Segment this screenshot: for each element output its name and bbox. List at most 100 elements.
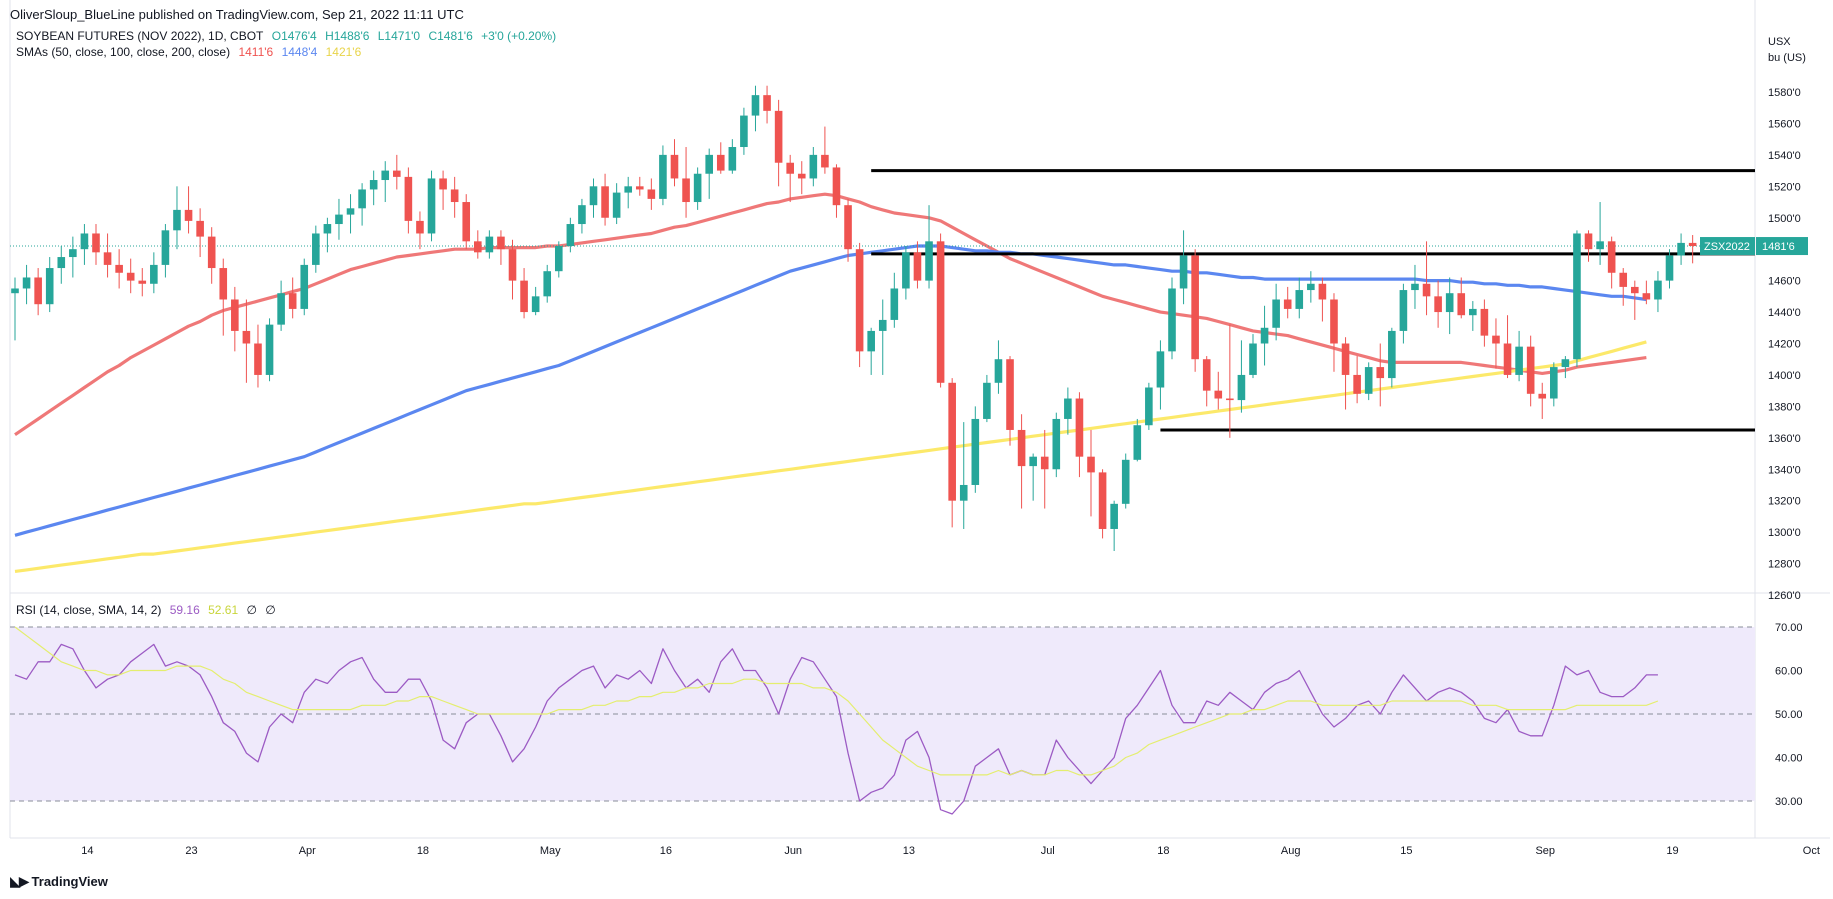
candle-body (554, 246, 563, 272)
time-tick-label: Apr (299, 845, 316, 857)
candle-body (439, 178, 447, 190)
candle-body (1434, 296, 1442, 313)
candle-body (1156, 351, 1165, 388)
candle-body (346, 208, 355, 215)
price-tick-label: 1540'0 (1768, 150, 1801, 162)
candle-body (809, 154, 818, 179)
rsi-tick-label: 30.00 (1775, 796, 1803, 808)
candle-body (1584, 233, 1593, 250)
candle-body (1168, 288, 1176, 352)
candle-body (404, 176, 413, 221)
candle-body (832, 167, 841, 206)
time-tick-label: 15 (1400, 845, 1412, 857)
price-tick-label: 1560'0 (1768, 118, 1801, 130)
time-tick-label: Oct (1803, 845, 1820, 857)
time-tick-label: Sep (1535, 845, 1555, 857)
candle-body (1538, 393, 1547, 399)
candle-body (1411, 283, 1419, 291)
price-tag-label: 1481'6 (1762, 241, 1795, 253)
tradingview-brand: TradingView (31, 874, 108, 889)
rsi-label: RSI (14, close, SMA, 14, 2) (16, 603, 162, 617)
candle-body (867, 330, 875, 352)
candle-body (670, 154, 679, 179)
candle-body (22, 277, 31, 289)
time-tick-label: 13 (903, 845, 915, 857)
tradingview-logo[interactable]: ◣▶ TradingView (10, 873, 108, 890)
candle-body (11, 288, 19, 294)
candle-body (138, 280, 147, 284)
time-tick-label: Jun (784, 845, 802, 857)
candle-body (543, 271, 552, 297)
candle-body (693, 173, 702, 203)
price-tick-label: 1380'0 (1768, 401, 1801, 413)
price-tick-label: 1300'0 (1768, 527, 1801, 539)
candle-body (878, 319, 887, 331)
candle-body (994, 359, 1003, 383)
candle-body (1006, 359, 1014, 430)
candle-body (80, 233, 89, 250)
candle-body (150, 264, 158, 284)
candle-body (184, 209, 193, 221)
candle-body (92, 233, 100, 253)
candle-body (740, 115, 748, 148)
candle-body (207, 236, 216, 269)
symbol-title: SOYBEAN FUTURES (NOV 2022), 1D, CBOT (16, 29, 264, 43)
symbol-legend: SOYBEAN FUTURES (NOV 2022), 1D, CBOT O14… (16, 29, 561, 43)
time-tick-label: 19 (1666, 845, 1678, 857)
time-tick-label: Jul (1041, 845, 1055, 857)
candle-body (300, 264, 309, 309)
candle-body (1654, 280, 1662, 300)
candle-body (1688, 242, 1697, 247)
candle-body (612, 192, 621, 218)
candle-body (763, 95, 771, 111)
candle-body (1445, 293, 1454, 313)
sma-line-sma-100 (14, 244, 1647, 537)
candle-body (1376, 367, 1385, 379)
candle-body (971, 418, 980, 485)
candle-body (786, 162, 794, 174)
candle-body (959, 484, 968, 501)
candle-body (682, 178, 690, 203)
candle-body (34, 277, 42, 305)
candle-body (1110, 503, 1118, 529)
candle-body (196, 220, 204, 237)
candle-body (1642, 293, 1651, 300)
candle-body (1619, 272, 1628, 287)
ticker-tag-bg (1700, 237, 1755, 256)
price-tag-bg (1756, 237, 1808, 256)
candle-body (1469, 308, 1477, 316)
rsi-pane (14, 626, 1659, 815)
candle-body (983, 382, 991, 419)
price-tick-label: 1260'0 (1768, 590, 1801, 602)
candle-body (1665, 255, 1674, 281)
candle-body (1202, 359, 1211, 391)
candle-body (1330, 299, 1338, 344)
candle-body (277, 293, 285, 325)
price-tick-label: 1440'0 (1768, 307, 1801, 319)
candle-body (1561, 359, 1570, 368)
candle-body (242, 330, 251, 344)
candle-body (1017, 429, 1026, 467)
candle-body (1040, 456, 1049, 470)
candle-body (566, 224, 575, 247)
candle-body (1503, 343, 1512, 375)
rsi-value: 59.16 (169, 603, 200, 617)
candle-body (1550, 367, 1558, 399)
candle-body (1249, 343, 1257, 375)
candle-body (173, 209, 181, 231)
candle-body (1145, 387, 1153, 426)
candle-body (578, 205, 586, 225)
candle-body (358, 189, 366, 209)
candle-body (115, 264, 123, 273)
sma100-value: 1448'4 (281, 45, 318, 59)
candle-body (890, 288, 899, 320)
rsi-tick-label: 60.00 (1775, 666, 1803, 678)
candle-body (1075, 398, 1084, 457)
candle-body (381, 170, 390, 181)
candle-body (1191, 255, 1199, 360)
candle-body (1098, 472, 1107, 529)
candle-body (1121, 459, 1130, 504)
candle-body (925, 241, 933, 281)
rsi-tick-label: 50.00 (1775, 709, 1803, 721)
